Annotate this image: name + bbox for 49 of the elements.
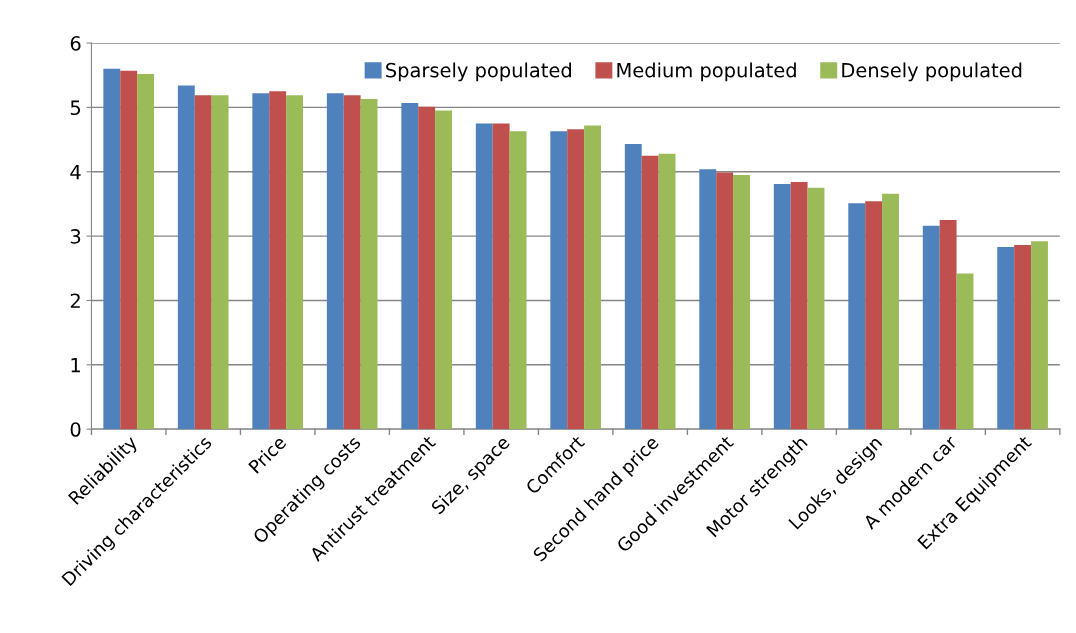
bar [658,153,676,430]
bar [773,183,791,430]
bar [939,220,957,430]
bar [475,123,493,430]
bar [509,131,527,430]
bar [326,93,344,430]
bar [997,247,1015,430]
bar [1014,245,1032,430]
bar [360,99,378,430]
legend-label: Sparsely populated [386,62,571,82]
y-tick-label: 3 [70,229,81,244]
legend-label: Medium populated [617,62,796,82]
bar [401,102,419,430]
y-tick-label: 6 [70,36,81,51]
bar [1031,241,1048,430]
bar [956,273,974,430]
bar [733,174,750,430]
y-tick-label: 5 [70,100,81,116]
bar [550,131,568,430]
bar [699,169,717,430]
bar [435,110,452,430]
y-tick-label: 1 [71,358,80,373]
bar [641,155,659,430]
bar [624,144,642,430]
y-tick-label: 2 [70,293,80,308]
bar [286,95,304,430]
legend-label: Densely populated [842,62,1022,82]
bar [137,73,155,430]
bar [343,95,361,430]
bar [807,187,825,430]
bar [865,201,883,430]
y-tick-label: 4 [70,164,81,180]
bar [177,85,195,430]
bar [252,93,270,430]
bar [584,125,601,430]
y-tick-label: 0 [70,422,81,437]
bar [922,225,940,430]
bar [882,193,899,430]
bar [269,91,287,430]
bar [716,172,734,430]
bar [567,129,585,430]
bar [418,106,436,430]
bar [120,70,138,430]
bar [103,68,121,430]
bar [790,182,808,430]
bar [194,95,212,430]
bar [492,123,510,430]
bar [848,203,866,430]
bar [211,95,229,430]
